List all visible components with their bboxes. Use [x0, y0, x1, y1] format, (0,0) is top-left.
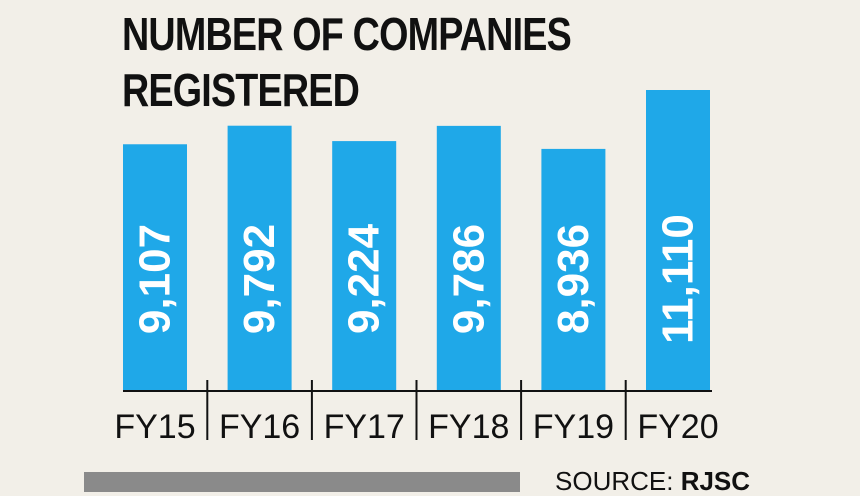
bar-fy19	[541, 148, 606, 391]
bar-value-label-fy16: 9,792	[235, 224, 284, 334]
x-tick-label-fy17: FY17	[324, 408, 405, 446]
bar-value-label-fy15: 9,107	[131, 224, 180, 334]
bar-value-label-fy17: 9,224	[340, 223, 389, 334]
source-prefix: SOURCE:	[555, 466, 681, 496]
x-tick-label-fy15: FY15	[114, 408, 195, 446]
source-credit: SOURCE: RJSC	[555, 466, 750, 496]
bar-fy18	[436, 125, 501, 391]
x-tick-label-fy16: FY16	[219, 408, 300, 446]
bar-fy17	[332, 141, 397, 391]
chart-title-line-2: REGISTERED	[122, 64, 360, 116]
x-tick-label-fy18: FY18	[428, 408, 509, 446]
chart-title: NUMBER OF COMPANIES REGISTERED	[122, 6, 572, 118]
x-tick-label-fy20: FY20	[637, 408, 718, 446]
chart-title-line-1: NUMBER OF COMPANIES	[122, 8, 572, 60]
bar-value-label-fy20: 11,110	[654, 214, 703, 344]
x-tick-label-fy19: FY19	[533, 408, 614, 446]
source-name: RJSC	[680, 466, 751, 496]
bar-fy15	[123, 144, 187, 391]
bar-value-label-fy19: 8,936	[549, 224, 598, 334]
bar-value-label-fy18: 9,786	[444, 224, 493, 334]
footer-divider-bar	[84, 472, 520, 492]
bar-fy20	[646, 90, 710, 391]
bar-fy16	[227, 125, 292, 391]
bar-chart: 9,107 9,792 9,224 9,786 8,936 11,110 FY15 FY16 F…	[114, 90, 719, 446]
